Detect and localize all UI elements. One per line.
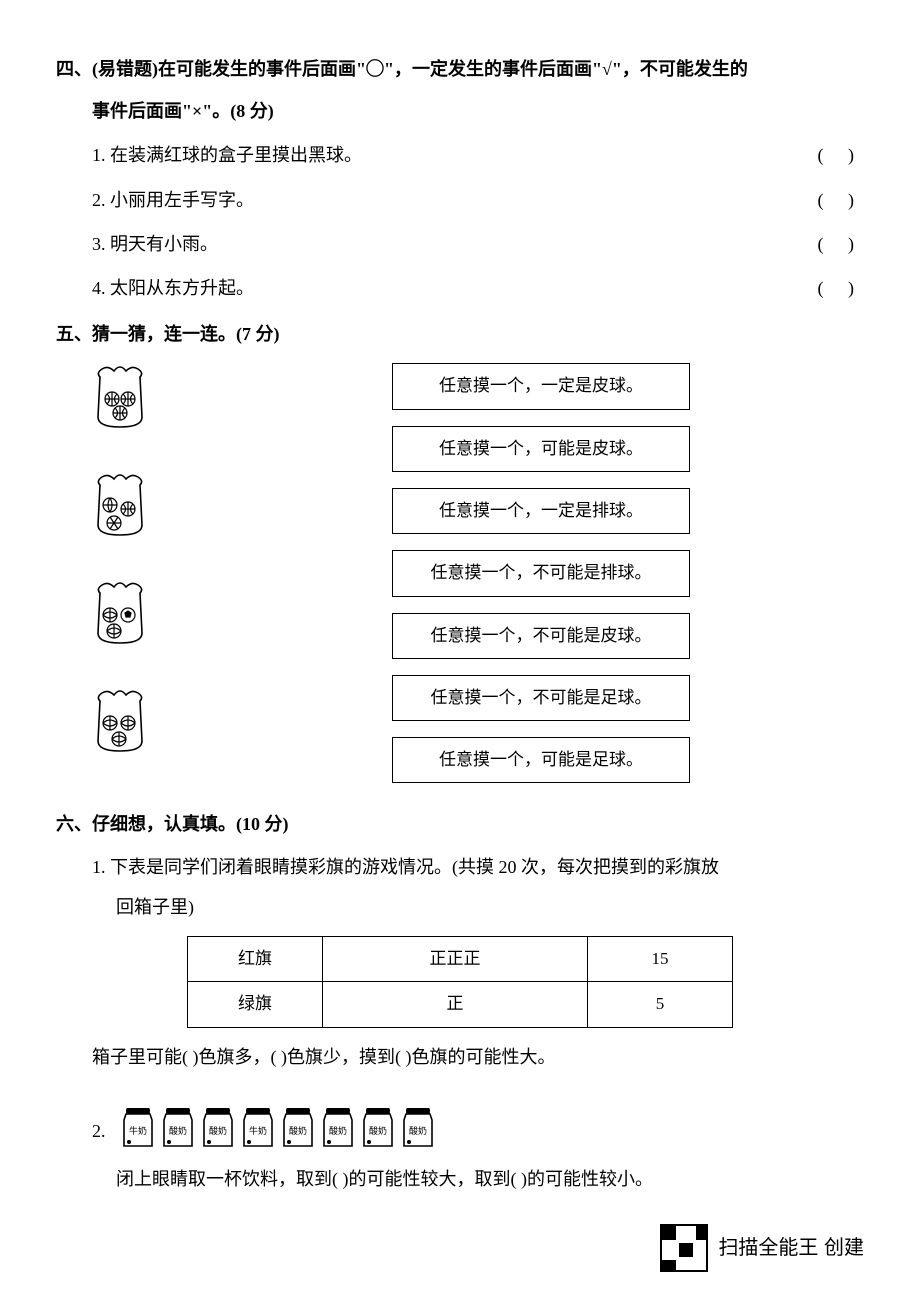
q6-1-line2: 回箱子里) (116, 890, 864, 924)
section5-title: 五、猜一猜，连一连。(7 分) (56, 317, 864, 351)
svg-text:牛奶: 牛奶 (128, 1125, 146, 1136)
qr-code-icon (660, 1224, 708, 1272)
bag-volleyballs-icon (92, 687, 148, 753)
flag-count: 5 (588, 982, 733, 1027)
answer-paren: ( ) (818, 271, 865, 305)
bag-basketballs-icon (92, 363, 148, 429)
section6-title: 六、仔细想，认真填。(10 分) (56, 807, 864, 841)
bag-mixed-icon (92, 471, 148, 537)
q4-item: 4. 太阳从东方升起。 ( ) (92, 271, 864, 305)
answer-paren: ( ) (818, 183, 865, 217)
q4-item: 3. 明天有小雨。 ( ) (92, 227, 864, 261)
bag-volley-soccer-icon (92, 579, 148, 645)
svg-text:牛奶: 牛奶 (248, 1125, 266, 1136)
match-area: 任意摸一个，一定是皮球。 任意摸一个，可能是皮球。 任意摸一个，一定是排球。 任… (92, 363, 864, 783)
svg-text:酸奶: 酸奶 (208, 1125, 226, 1136)
flag-tally: 正 (323, 982, 588, 1027)
answer-paren: ( ) (818, 138, 865, 172)
match-option: 任意摸一个，不可能是足球。 (392, 675, 690, 721)
bag-column (92, 363, 172, 783)
svg-text:酸奶: 酸奶 (408, 1125, 426, 1136)
svg-text:酸奶: 酸奶 (168, 1125, 186, 1136)
match-option: 任意摸一个，可能是皮球。 (392, 426, 690, 472)
q6-2-row: 2. 牛奶 酸奶 酸奶 牛奶 酸奶 酸奶 酸奶 酸奶 (56, 1090, 864, 1148)
flag-tally: 正正正 (323, 936, 588, 981)
match-option: 任意摸一个，不可能是排球。 (392, 550, 690, 596)
flag-count: 15 (588, 936, 733, 981)
match-option: 任意摸一个，一定是排球。 (392, 488, 690, 534)
flag-label: 绿旗 (188, 982, 323, 1027)
svg-text:酸奶: 酸奶 (328, 1125, 346, 1136)
answer-paren: ( ) (818, 227, 865, 261)
q4-item-text: 4. 太阳从东方升起。 (92, 271, 254, 305)
drink-yogurt-icon: 酸奶 (280, 1104, 316, 1148)
q4-item: 2. 小丽用左手写字。 ( ) (92, 183, 864, 217)
q4-item-text: 1. 在装满红球的盒子里摸出黑球。 (92, 138, 362, 172)
drink-yogurt-icon: 酸奶 (160, 1104, 196, 1148)
flags-table: 红旗 正正正 15 绿旗 正 5 (187, 936, 733, 1028)
section4-sub: (易错题) (92, 59, 158, 79)
drink-yogurt-icon: 酸奶 (360, 1104, 396, 1148)
section4-title: 四、(易错题)在可能发生的事件后面画"◯"，一定发生的事件后面画"√"，不可能发… (56, 52, 864, 86)
drink-milk-icon: 牛奶 (120, 1104, 156, 1148)
match-option: 任意摸一个，一定是皮球。 (392, 363, 690, 409)
flag-label: 红旗 (188, 936, 323, 981)
q6-2-label: 2. (92, 1114, 106, 1148)
q6-1-fill: 箱子里可能( )色旗多，( )色旗少，摸到( )色旗的可能性大。 (92, 1040, 864, 1074)
q6-1-line1: 1. 下表是同学们闭着眼睛摸彩旗的游戏情况。(共摸 20 次，每次把摸到的彩旗放 (92, 850, 864, 884)
q6-2-fill: 闭上眼睛取一杯饮料，取到( )的可能性较大，取到( )的可能性较小。 (116, 1162, 864, 1196)
q4-item: 1. 在装满红球的盒子里摸出黑球。 ( ) (92, 138, 864, 172)
footer: 扫描全能王 创建 (56, 1224, 864, 1272)
drink-yogurt-icon: 酸奶 (200, 1104, 236, 1148)
drink-milk-icon: 牛奶 (240, 1104, 276, 1148)
drink-yogurt-icon: 酸奶 (320, 1104, 356, 1148)
svg-text:酸奶: 酸奶 (368, 1125, 386, 1136)
section4-title-line2: 事件后面画"×"。(8 分) (92, 94, 864, 128)
option-column: 任意摸一个，一定是皮球。 任意摸一个，可能是皮球。 任意摸一个，一定是排球。 任… (392, 363, 690, 783)
match-option: 任意摸一个，不可能是皮球。 (392, 613, 690, 659)
q4-item-text: 2. 小丽用左手写字。 (92, 183, 254, 217)
drink-yogurt-icon: 酸奶 (400, 1104, 436, 1148)
table-row: 绿旗 正 5 (188, 982, 733, 1027)
footer-text: 扫描全能王 创建 (718, 1229, 864, 1267)
match-option: 任意摸一个，可能是足球。 (392, 737, 690, 783)
svg-text:酸奶: 酸奶 (288, 1125, 306, 1136)
drinks-row: 牛奶 酸奶 酸奶 牛奶 酸奶 酸奶 酸奶 酸奶 (120, 1104, 436, 1148)
section4-pre: 四、 (56, 59, 92, 79)
q4-item-text: 3. 明天有小雨。 (92, 227, 218, 261)
table-row: 红旗 正正正 15 (188, 936, 733, 981)
section4-main: 在可能发生的事件后面画"◯"，一定发生的事件后面画"√"，不可能发生的 (158, 59, 748, 79)
